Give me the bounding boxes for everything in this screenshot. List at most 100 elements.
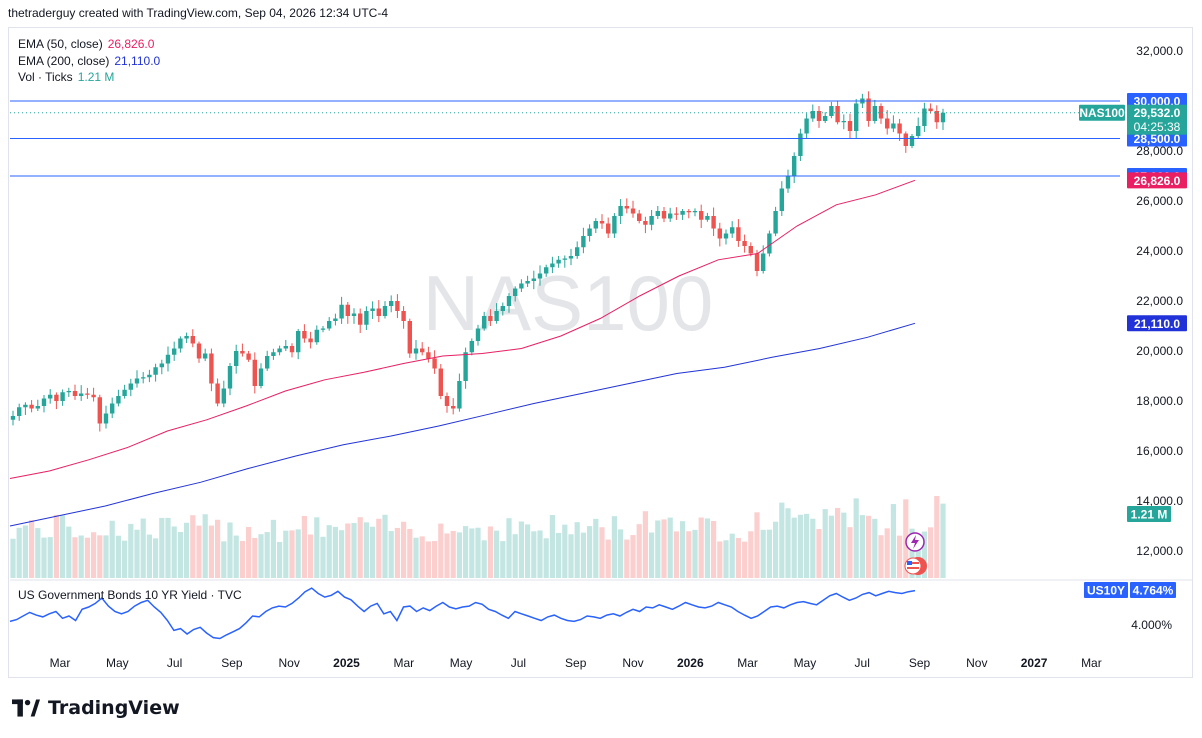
candle-body[interactable] [506,296,512,306]
candle-body[interactable] [773,211,778,234]
candle-body[interactable] [692,211,698,213]
candle-body[interactable] [345,304,350,316]
tag-last-price[interactable]: 29,532.004:25:38 [1127,104,1187,135]
candle-body[interactable] [730,227,735,234]
candle-body[interactable] [116,396,121,404]
candle-body[interactable] [122,389,127,396]
candle-body[interactable] [147,374,152,378]
candle-body[interactable] [916,126,921,136]
candle-body[interactable] [308,338,313,343]
candle-body[interactable] [519,283,524,289]
candle-body[interactable] [513,288,518,297]
candle-body[interactable] [141,377,146,379]
candle-body[interactable] [630,208,636,214]
tag-ema200[interactable]: 21,110.0 [1127,315,1187,332]
candle-body[interactable] [606,223,611,234]
candle-body[interactable] [444,396,450,406]
candle-body[interactable] [370,308,375,312]
candle-body[interactable] [711,216,716,229]
candle-body[interactable] [364,311,369,325]
candle-body[interactable] [227,366,233,389]
candle-body[interactable] [265,356,270,369]
candle-body[interactable] [754,253,760,272]
candle-body[interactable] [91,394,96,398]
candle-body[interactable] [823,116,828,121]
candle-body[interactable] [854,103,859,132]
candle-body[interactable] [209,353,214,384]
candle-body[interactable] [469,341,474,353]
candle-body[interactable] [246,353,251,360]
candle-body[interactable] [804,118,809,134]
candle-body[interactable] [17,407,22,416]
candle-body[interactable] [531,278,536,282]
candle-body[interactable] [190,336,195,344]
candle-body[interactable] [928,108,933,112]
candle-body[interactable] [587,228,592,237]
candle-body[interactable] [382,306,388,316]
candle-body[interactable] [550,263,555,268]
candle-body[interactable] [872,106,877,121]
candle-body[interactable] [258,368,264,387]
candle-body[interactable] [593,221,598,229]
candle-body[interactable] [699,211,704,220]
candle-body[interactable] [395,301,400,311]
candle-body[interactable] [878,106,884,119]
candle-body[interactable] [829,106,834,116]
candle-body[interactable] [891,123,896,129]
candle-body[interactable] [488,316,493,321]
candle-body[interactable] [172,348,177,355]
candle-body[interactable] [23,404,28,408]
tag-volume[interactable]: 1.21 M [1127,506,1171,522]
candle-body[interactable] [723,233,729,239]
ema50-line[interactable] [9,179,916,479]
candle-body[interactable] [48,394,53,399]
candle-body[interactable] [680,211,685,215]
candle-body[interactable] [296,331,301,353]
candle-body[interactable] [661,211,667,219]
candle-body[interactable] [110,403,115,414]
candle-body[interactable] [159,363,164,368]
candle-body[interactable] [562,258,567,260]
candle-body[interactable] [165,354,171,364]
dividend-event-icon[interactable] [905,532,925,552]
candle-body[interactable] [717,228,722,239]
candle-body[interactable] [736,227,741,241]
candle-body[interactable] [810,111,815,119]
candle-body[interactable] [184,336,189,339]
candle-body[interactable] [426,352,431,359]
candle-body[interactable] [909,136,915,146]
candle-body[interactable] [798,133,803,157]
legend-ema200[interactable]: EMA (200, close) 21,110.0 [18,53,160,70]
candle-body[interactable] [240,351,245,354]
tag-ema50[interactable]: 26,826.0 [1127,172,1187,189]
candle-body[interactable] [612,216,617,234]
candle-body[interactable] [432,358,437,369]
candle-body[interactable] [320,328,326,330]
candle-body[interactable] [85,393,90,395]
candle-body[interactable] [41,398,47,407]
candle-body[interactable] [922,108,927,127]
candle-body[interactable] [134,378,140,384]
candle-body[interactable] [500,306,505,311]
subpane-title[interactable]: US Government Bonds 10 YR Yield · TVC [18,588,242,602]
candle-body[interactable] [885,118,890,129]
candle-body[interactable] [847,121,853,131]
candle-body[interactable] [289,346,295,353]
candle-body[interactable] [835,106,840,123]
candle-body[interactable] [581,236,586,248]
candle-body[interactable] [252,359,257,386]
candle-body[interactable] [451,406,456,409]
candle-body[interactable] [203,353,208,359]
candle-body[interactable] [376,308,381,317]
economic-event-icon[interactable] [904,557,927,575]
candle-body[interactable] [674,213,679,215]
candle-body[interactable] [482,316,487,329]
candle-body[interactable] [327,321,332,329]
candle-body[interactable] [792,156,797,176]
candle-body[interactable] [494,311,499,321]
candle-body[interactable] [79,393,84,397]
candle-body[interactable] [178,338,183,349]
candle-body[interactable] [314,329,319,343]
candle-body[interactable] [215,383,220,404]
candle-body[interactable] [153,367,158,375]
